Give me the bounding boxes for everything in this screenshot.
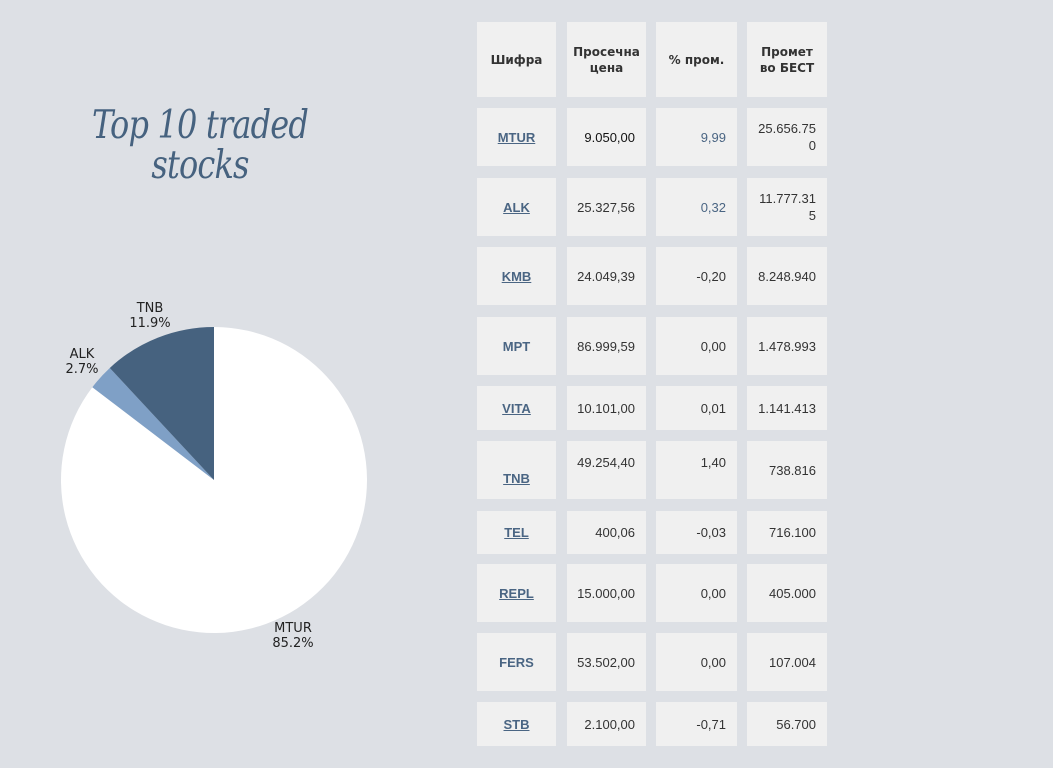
ticker-link[interactable]: TNB <box>503 470 530 486</box>
chart-title-line-1: Top 10 traded <box>91 103 309 148</box>
cell-value: 0,00 <box>700 585 726 601</box>
cell-value: 1,40 <box>700 454 726 470</box>
pie-slice-mtur <box>61 327 367 633</box>
ticker-link[interactable]: REPL <box>499 585 534 601</box>
cell-value: 405.000 <box>769 585 816 601</box>
header-cell: % пром. <box>656 22 737 97</box>
table-cell-change: 0,01 <box>656 386 737 430</box>
table-cell-price: 86.999,59 <box>567 317 646 375</box>
chart-title: Top 10 traded stocks <box>85 106 315 186</box>
ticker-link[interactable]: KMB <box>501 268 532 284</box>
table-cell-change: 9,99 <box>656 108 737 166</box>
table-cell-price: 10.101,00 <box>567 386 646 430</box>
pie-label-mtur: MTUR <box>274 621 312 636</box>
cell-value: 15.000,00 <box>577 585 635 601</box>
table-cell-turnover: 1.478.993 <box>747 317 827 375</box>
cell-value: 1.141.413 <box>758 400 816 416</box>
cell-value: 1.478.993 <box>758 338 816 354</box>
cell-value: 53.502,00 <box>577 654 635 670</box>
table-cell-ticker: TEL <box>477 511 556 554</box>
table-cell-price: 9.050,00 <box>567 108 646 166</box>
table-cell-change: 0,00 <box>656 317 737 375</box>
table-cell-change: -0,03 <box>656 511 737 554</box>
cell-value: 25.327,56 <box>577 199 635 215</box>
header-cell: Просечна цена <box>567 22 646 97</box>
table-cell-turnover: 25.656.750 <box>747 108 827 166</box>
table-cell-turnover: 1.141.413 <box>747 386 827 430</box>
table-cell-ticker: MPT <box>477 317 556 375</box>
table-cell-turnover: 716.100 <box>747 511 827 554</box>
pie-percent-mtur: 85.2% <box>272 636 313 651</box>
pie-slice-alk <box>92 367 214 480</box>
cell-value: 0,00 <box>700 654 726 670</box>
cell-value: -0,20 <box>696 268 726 284</box>
ticker-link[interactable]: ALK <box>503 199 530 215</box>
cell-value: 400,06 <box>595 525 635 540</box>
pie-label-alk: ALK <box>70 347 95 362</box>
ticker-link[interactable]: VITA <box>502 400 531 416</box>
table-cell-turnover: 405.000 <box>747 564 827 622</box>
table-cell-change: 0,00 <box>656 633 737 691</box>
cell-value: 2.100,00 <box>584 716 635 732</box>
table-cell-turnover: 11.777.315 <box>747 178 827 236</box>
cell-value: 86.999,59 <box>577 338 635 354</box>
cell-value: 10.101,00 <box>577 400 635 416</box>
table-cell-turnover: 107.004 <box>747 633 827 691</box>
cell-value: 0,00 <box>700 338 726 354</box>
table-cell-ticker: STB <box>477 702 556 746</box>
table-cell-ticker: FERS <box>477 633 556 691</box>
header-cell: Промет во БЕСТ <box>747 22 827 97</box>
table-cell-price: 53.502,00 <box>567 633 646 691</box>
pie-percent-tnb: 11.9% <box>129 316 170 331</box>
cell-value: 8.248.940 <box>758 268 816 284</box>
cell-value: -0,03 <box>696 525 726 540</box>
cell-value: 25.656.750 <box>758 121 816 153</box>
table-cell-change: 1,40 <box>656 441 737 499</box>
table-cell-ticker: MTUR <box>477 108 556 166</box>
table-cell-price: 400,06 <box>567 511 646 554</box>
ticker-link[interactable]: TEL <box>504 525 529 540</box>
table-cell-change: -0,71 <box>656 702 737 746</box>
cell-value: 0,32 <box>700 199 726 215</box>
cell-value: -0,71 <box>696 716 726 732</box>
table-cell-turnover: 56.700 <box>747 702 827 746</box>
table-cell-ticker: REPL <box>477 564 556 622</box>
table-cell-ticker: KMB <box>477 247 556 305</box>
ticker-label: MPT <box>502 338 531 354</box>
pie-label-tnb: TNB <box>136 301 164 316</box>
cell-value: 9.050,00 <box>584 129 635 145</box>
cell-value: 738.816 <box>769 462 816 478</box>
table-cell-turnover: 8.248.940 <box>747 247 827 305</box>
pie-slice-tnb <box>109 327 214 480</box>
table-cell-ticker: VITA <box>477 386 556 430</box>
table-cell-ticker: ALK <box>477 178 556 236</box>
table-cell-price: 49.254,40 <box>567 441 646 499</box>
cell-value: 107.004 <box>769 654 816 670</box>
table-cell-price: 25.327,56 <box>567 178 646 236</box>
table-cell-turnover: 738.816 <box>747 441 827 499</box>
cell-value: 716.100 <box>769 525 816 540</box>
pie-percent-alk: 2.7% <box>65 362 98 377</box>
table-cell-price: 2.100,00 <box>567 702 646 746</box>
cell-value: 0,01 <box>700 400 726 416</box>
ticker-link[interactable]: MTUR <box>497 129 536 145</box>
table-cell-change: 0,00 <box>656 564 737 622</box>
ticker-link[interactable]: STB <box>503 716 530 732</box>
header-cell: Шифра <box>477 22 556 97</box>
table-cell-ticker: TNB <box>477 441 556 499</box>
cell-value: 11.777.315 <box>759 191 816 223</box>
table-cell-change: -0,20 <box>656 247 737 305</box>
cell-value: 9,99 <box>700 129 726 145</box>
table-cell-change: 0,32 <box>656 178 737 236</box>
cell-value: 49.254,40 <box>577 454 635 470</box>
ticker-label: FERS <box>499 654 534 670</box>
table-cell-price: 15.000,00 <box>567 564 646 622</box>
cell-value: 24.049,39 <box>577 268 635 284</box>
cell-value: 56.700 <box>776 716 816 732</box>
table-cell-price: 24.049,39 <box>567 247 646 305</box>
chart-title-line-2: stocks <box>151 143 249 188</box>
